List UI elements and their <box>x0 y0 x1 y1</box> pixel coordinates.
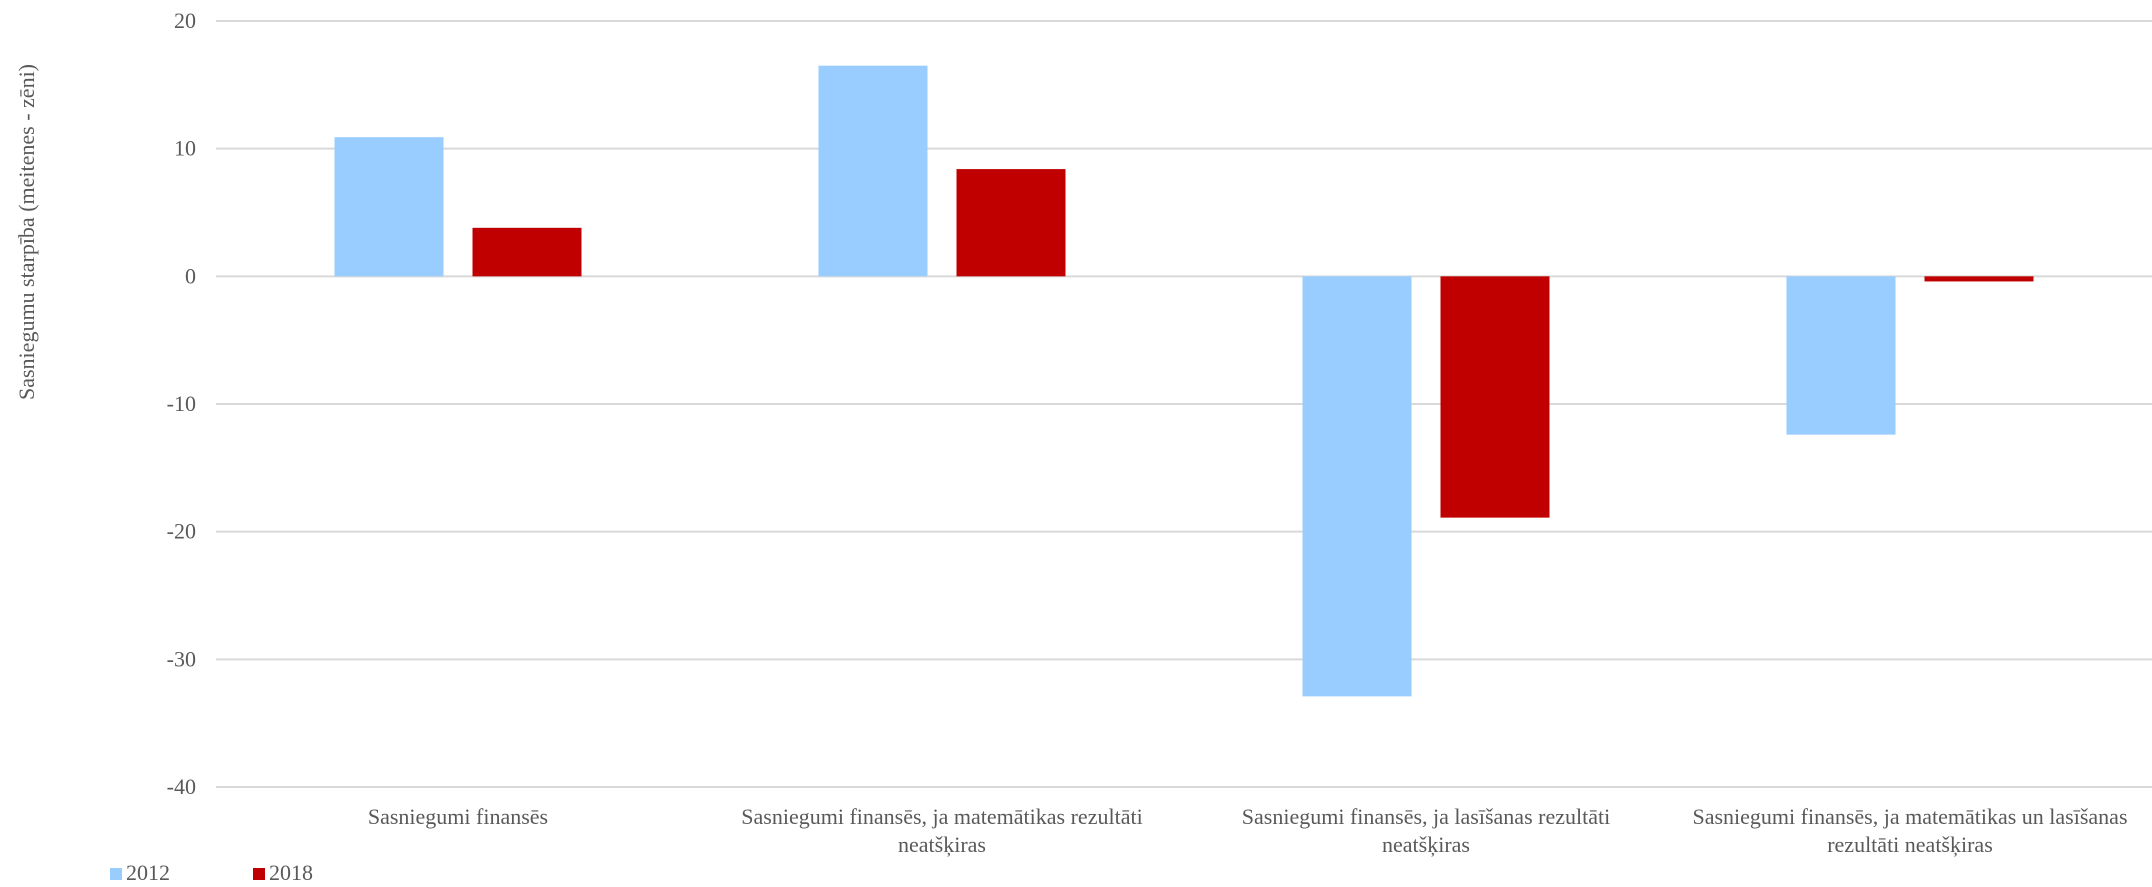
y-tick-label: 0 <box>185 263 196 288</box>
legend-label: 2012 <box>126 860 170 885</box>
y-tick-label: -40 <box>167 774 196 799</box>
legend-swatch-2012 <box>110 868 122 880</box>
legend: 2012 2018 <box>110 860 313 885</box>
x-category-label: Sasniegumi finansēs <box>368 804 548 829</box>
bar-2018 <box>1924 276 2034 282</box>
bar-2012 <box>1786 276 1896 435</box>
legend-label: 2018 <box>269 860 313 885</box>
bar-2012 <box>334 137 444 277</box>
y-tick-label: 20 <box>174 8 196 33</box>
y-axis-ticks: 20 10 0 -10 -20 -30 -40 <box>167 8 196 799</box>
y-tick-label: 10 <box>174 136 196 161</box>
bar-2012 <box>818 65 928 277</box>
bar-2012 <box>1302 276 1412 697</box>
bar-2018 <box>1440 276 1550 518</box>
x-category-label: Sasniegumi finansēs, ja matemātikas un l… <box>1692 804 2127 857</box>
y-tick-label: -30 <box>167 646 196 671</box>
bars <box>334 65 2034 697</box>
y-tick-label: -20 <box>167 519 196 544</box>
bar-2018 <box>956 169 1066 277</box>
x-category-label: Sasniegumi finansēs, ja lasīšanas rezult… <box>1242 804 1610 857</box>
x-category-label: Sasniegumi finansēs, ja matemātikas rezu… <box>741 804 1142 857</box>
y-axis-label: Sasniegumu starpība (meitenes - zēni) <box>14 64 39 400</box>
legend-swatch-2018 <box>253 868 265 880</box>
y-tick-label: -10 <box>167 391 196 416</box>
x-axis-categories: Sasniegumi finansēs Sasniegumi finansēs, … <box>368 804 2128 857</box>
bar-2018 <box>472 227 582 277</box>
